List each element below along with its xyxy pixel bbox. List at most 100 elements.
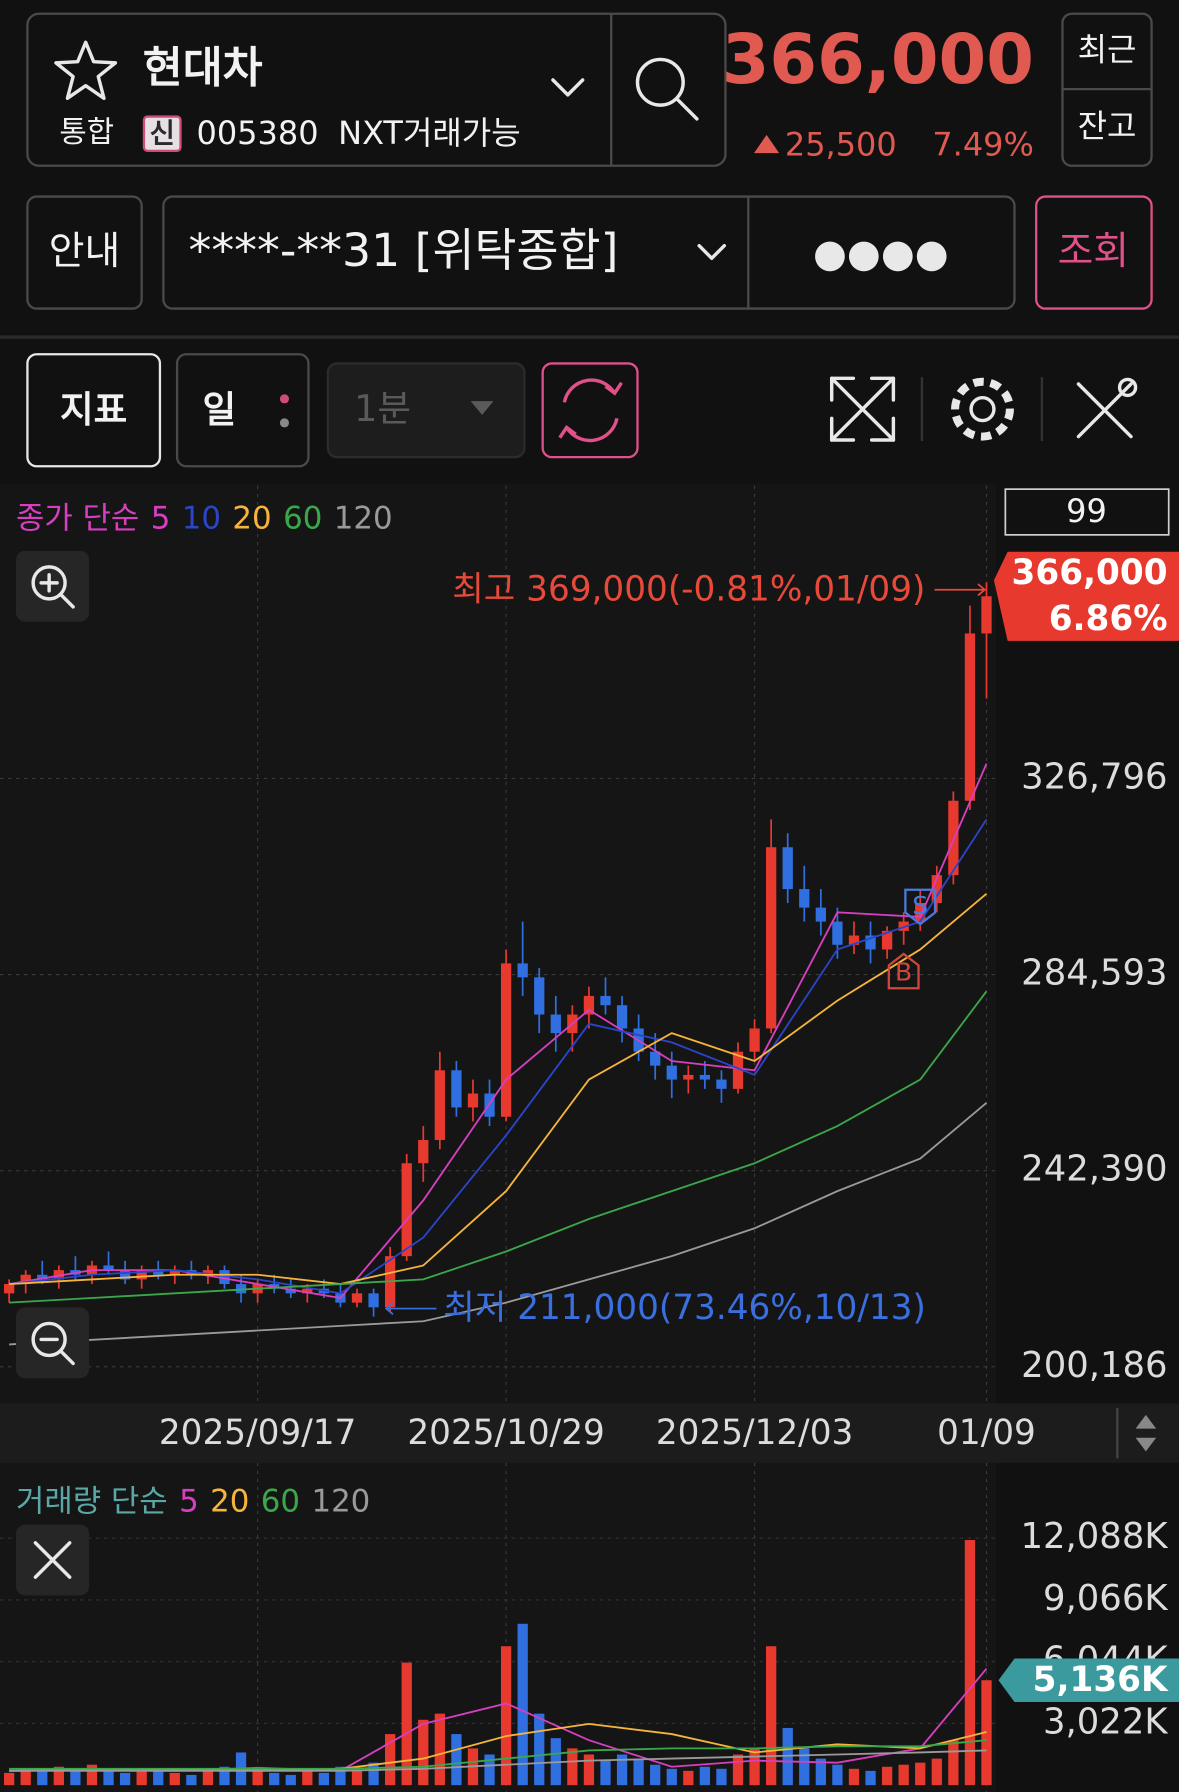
candle-body bbox=[434, 1070, 445, 1140]
volume-bar bbox=[915, 1762, 926, 1786]
candle-body bbox=[931, 875, 942, 903]
volume-bar bbox=[3, 1772, 15, 1786]
volume-bar bbox=[20, 1768, 31, 1786]
info-button-box[interactable] bbox=[26, 195, 143, 310]
candle-body bbox=[716, 1079, 727, 1089]
candle-body bbox=[20, 1274, 31, 1285]
settings-icon[interactable] bbox=[951, 377, 1014, 441]
refresh-box[interactable] bbox=[541, 362, 639, 459]
indicator-button[interactable]: 지표 bbox=[60, 388, 127, 431]
candle-body bbox=[583, 995, 595, 1015]
candle-body bbox=[119, 1270, 131, 1280]
candle-body bbox=[368, 1293, 379, 1308]
search-icon[interactable] bbox=[635, 57, 685, 107]
volume-bar bbox=[351, 1770, 363, 1786]
expand-icon[interactable] bbox=[829, 376, 896, 442]
candle-body bbox=[815, 907, 826, 922]
query-button[interactable]: 조회 bbox=[1058, 229, 1129, 274]
candle-body bbox=[782, 847, 793, 890]
recent-button[interactable]: 최근 bbox=[1078, 30, 1137, 68]
tool-head bbox=[1117, 377, 1138, 398]
zoom-in-plus bbox=[39, 573, 75, 609]
volume-bar bbox=[119, 1772, 131, 1786]
candle-body bbox=[219, 1270, 230, 1285]
query-button-box[interactable] bbox=[1035, 195, 1153, 310]
favorite-star[interactable] bbox=[54, 40, 118, 100]
candle-body bbox=[418, 1139, 429, 1164]
candle-body bbox=[948, 800, 959, 876]
volume-tag-value: 5,136K bbox=[1033, 1660, 1169, 1700]
password-field[interactable]: ●●●● bbox=[813, 231, 949, 276]
stock-box[interactable] bbox=[26, 12, 727, 167]
account-chevron[interactable] bbox=[697, 243, 727, 260]
date-strip bbox=[0, 1403, 1179, 1463]
y-tick-label: 12,088K bbox=[1020, 1516, 1168, 1557]
legend-entry: 20 bbox=[232, 500, 271, 536]
legend-title: 종가 단순 bbox=[16, 500, 139, 536]
interval-box bbox=[326, 362, 526, 459]
volume-bar bbox=[86, 1764, 98, 1786]
price-panel bbox=[0, 483, 997, 1404]
legend-entry: 120 bbox=[311, 1483, 370, 1519]
volume-bar bbox=[53, 1766, 64, 1786]
candle-body bbox=[683, 1074, 694, 1080]
period-box[interactable] bbox=[175, 353, 310, 468]
high-arrowhead bbox=[977, 583, 987, 597]
volume-bar bbox=[683, 1770, 694, 1786]
volume-bar bbox=[500, 1646, 512, 1786]
scroll-up[interactable] bbox=[1135, 1414, 1157, 1429]
tools-icon[interactable] bbox=[1076, 377, 1138, 439]
volume-bar bbox=[898, 1764, 909, 1786]
interval-select: 1분 bbox=[354, 387, 411, 430]
volume-bar bbox=[269, 1772, 280, 1786]
refresh-arrow bbox=[558, 424, 577, 439]
close-volume-icon[interactable] bbox=[33, 1541, 72, 1579]
x-tick-label: 01/09 bbox=[937, 1413, 1036, 1453]
count-box bbox=[1004, 488, 1170, 536]
volume-bar bbox=[285, 1774, 296, 1786]
indicator-box[interactable] bbox=[26, 353, 162, 468]
volume-bar bbox=[732, 1754, 744, 1786]
legend-entry: 5 bbox=[179, 1483, 199, 1519]
zoom-out-icon[interactable] bbox=[31, 1321, 67, 1358]
account-box[interactable] bbox=[162, 195, 1016, 310]
candle-body bbox=[37, 1274, 48, 1280]
stock-code: 005380 bbox=[197, 114, 319, 152]
zoom-out-minus bbox=[39, 1337, 75, 1366]
price-change: 25,500 bbox=[785, 125, 897, 163]
volume-bar bbox=[766, 1646, 777, 1786]
info-button[interactable]: 안내 bbox=[49, 229, 120, 274]
count-value: 99 bbox=[1066, 492, 1107, 530]
refresh-icon[interactable] bbox=[562, 378, 619, 443]
badge-text: 신 bbox=[150, 118, 175, 149]
zoom-in-box[interactable] bbox=[15, 550, 90, 622]
settings-icon-hole bbox=[969, 395, 996, 423]
y-tick-label: 284,593 bbox=[1021, 953, 1167, 994]
nxt-label: NXT거래가능 bbox=[338, 114, 520, 152]
volume-bar bbox=[169, 1772, 180, 1786]
candle-body bbox=[666, 1065, 677, 1080]
candle-body bbox=[650, 1051, 661, 1066]
volume-bar bbox=[666, 1768, 677, 1786]
scroll-down[interactable] bbox=[1135, 1437, 1157, 1452]
candle-body bbox=[832, 921, 843, 945]
expand-corner bbox=[869, 416, 896, 442]
zoom-in-icon[interactable] bbox=[31, 565, 67, 601]
balance-button[interactable]: 잔고 bbox=[1078, 107, 1137, 145]
candle-body bbox=[915, 902, 926, 922]
volume-bar bbox=[418, 1719, 429, 1786]
volume-bar bbox=[153, 1768, 164, 1786]
badge bbox=[142, 115, 182, 152]
period-button[interactable]: 일 bbox=[203, 388, 237, 431]
zoom-out-box[interactable] bbox=[15, 1307, 90, 1379]
candle-body bbox=[865, 935, 876, 950]
volume-bar bbox=[583, 1754, 595, 1786]
legend-entry: 5 bbox=[151, 500, 171, 536]
price-change-pct: 7.49% bbox=[932, 125, 1034, 163]
legend-entry: 60 bbox=[261, 1483, 300, 1519]
price-tag bbox=[993, 551, 1179, 641]
dropdown-chevron[interactable] bbox=[551, 78, 585, 97]
volume-bar bbox=[832, 1764, 843, 1786]
volume-bar bbox=[699, 1766, 711, 1786]
x-tick-label: 2025/10/29 bbox=[407, 1413, 604, 1453]
